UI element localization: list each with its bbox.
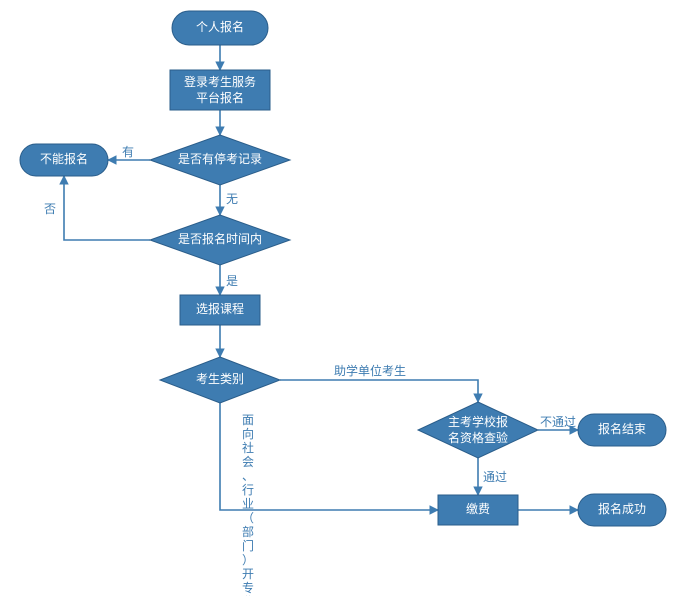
edge-label-vertical-char: 部 [242, 524, 254, 539]
edge-label-vertical-char: 面 [242, 413, 254, 427]
edge-label-e4: 无 [226, 192, 238, 206]
node-label-login-1: 登录考生服务 [184, 74, 256, 89]
node-susp: 是否有停考记录 [150, 135, 290, 185]
node-start: 个人报名 [172, 11, 268, 45]
edge-label-vertical-char: （ [242, 511, 254, 525]
edge-label-vertical-char: 行 [242, 483, 254, 497]
node-pay: 缴费 [438, 495, 518, 525]
edge-label-e8: 助学单位考生 [334, 363, 406, 378]
node-endReg: 报名结束 [578, 414, 666, 446]
edge-label-vertical-char: 社 [242, 440, 254, 455]
edge-label-vertical-char: 门 [242, 538, 254, 553]
node-label-start: 个人报名 [196, 19, 244, 34]
edge-label-vertical-char: 会 [242, 455, 254, 469]
node-label-course: 选报课程 [196, 301, 244, 316]
edge-label-vertical-char: 业 [242, 497, 254, 511]
edge-label-vertical-char: 开 [242, 567, 254, 581]
node-login: 登录考生服务平台报名 [170, 70, 270, 110]
node-label-noReg: 不能报名 [40, 151, 88, 166]
edge-label-e5: 否 [44, 202, 56, 216]
edge-label-e11: 通过 [483, 470, 507, 484]
node-label-susp: 是否有停考记录 [178, 151, 262, 166]
edge-e5 [64, 176, 150, 240]
node-category: 考生类别 [160, 357, 280, 403]
node-label-pay: 缴费 [466, 501, 490, 516]
node-label-login-2: 平台报名 [196, 90, 244, 105]
flowchart-canvas: 有无否是助学单位考生不通过通过面向社会、行业（部门）开专业的考生个人报名登录考生… [0, 0, 680, 596]
node-course: 选报课程 [180, 295, 260, 325]
node-success: 报名成功 [578, 494, 666, 526]
node-label-verify-1: 主考学校报 [448, 414, 508, 429]
node-label-verify-2: 名资格查验 [448, 430, 508, 445]
node-label-inTime: 是否报名时间内 [178, 231, 262, 246]
node-verify: 主考学校报名资格查验 [418, 402, 538, 458]
node-label-success: 报名成功 [598, 501, 646, 516]
edge-label-vertical: 面向社会、行业（部门）开专业的考生 [242, 413, 254, 596]
edge-label-vertical-char: 、 [242, 469, 254, 483]
edge-e8 [280, 380, 478, 402]
node-noReg: 不能报名 [20, 144, 108, 176]
node-inTime: 是否报名时间内 [150, 215, 290, 265]
edge-label-vertical-char: 向 [242, 426, 254, 441]
edge-label-e6: 是 [226, 274, 238, 288]
edge-label-vertical-char: 专 [242, 580, 254, 595]
edge-label-e10: 不通过 [540, 415, 576, 429]
node-label-endReg: 报名结束 [598, 421, 646, 436]
node-label-category: 考生类别 [196, 372, 244, 386]
edge-label-vertical-char: ） [242, 553, 254, 567]
edge-label-e3: 有 [122, 145, 134, 159]
